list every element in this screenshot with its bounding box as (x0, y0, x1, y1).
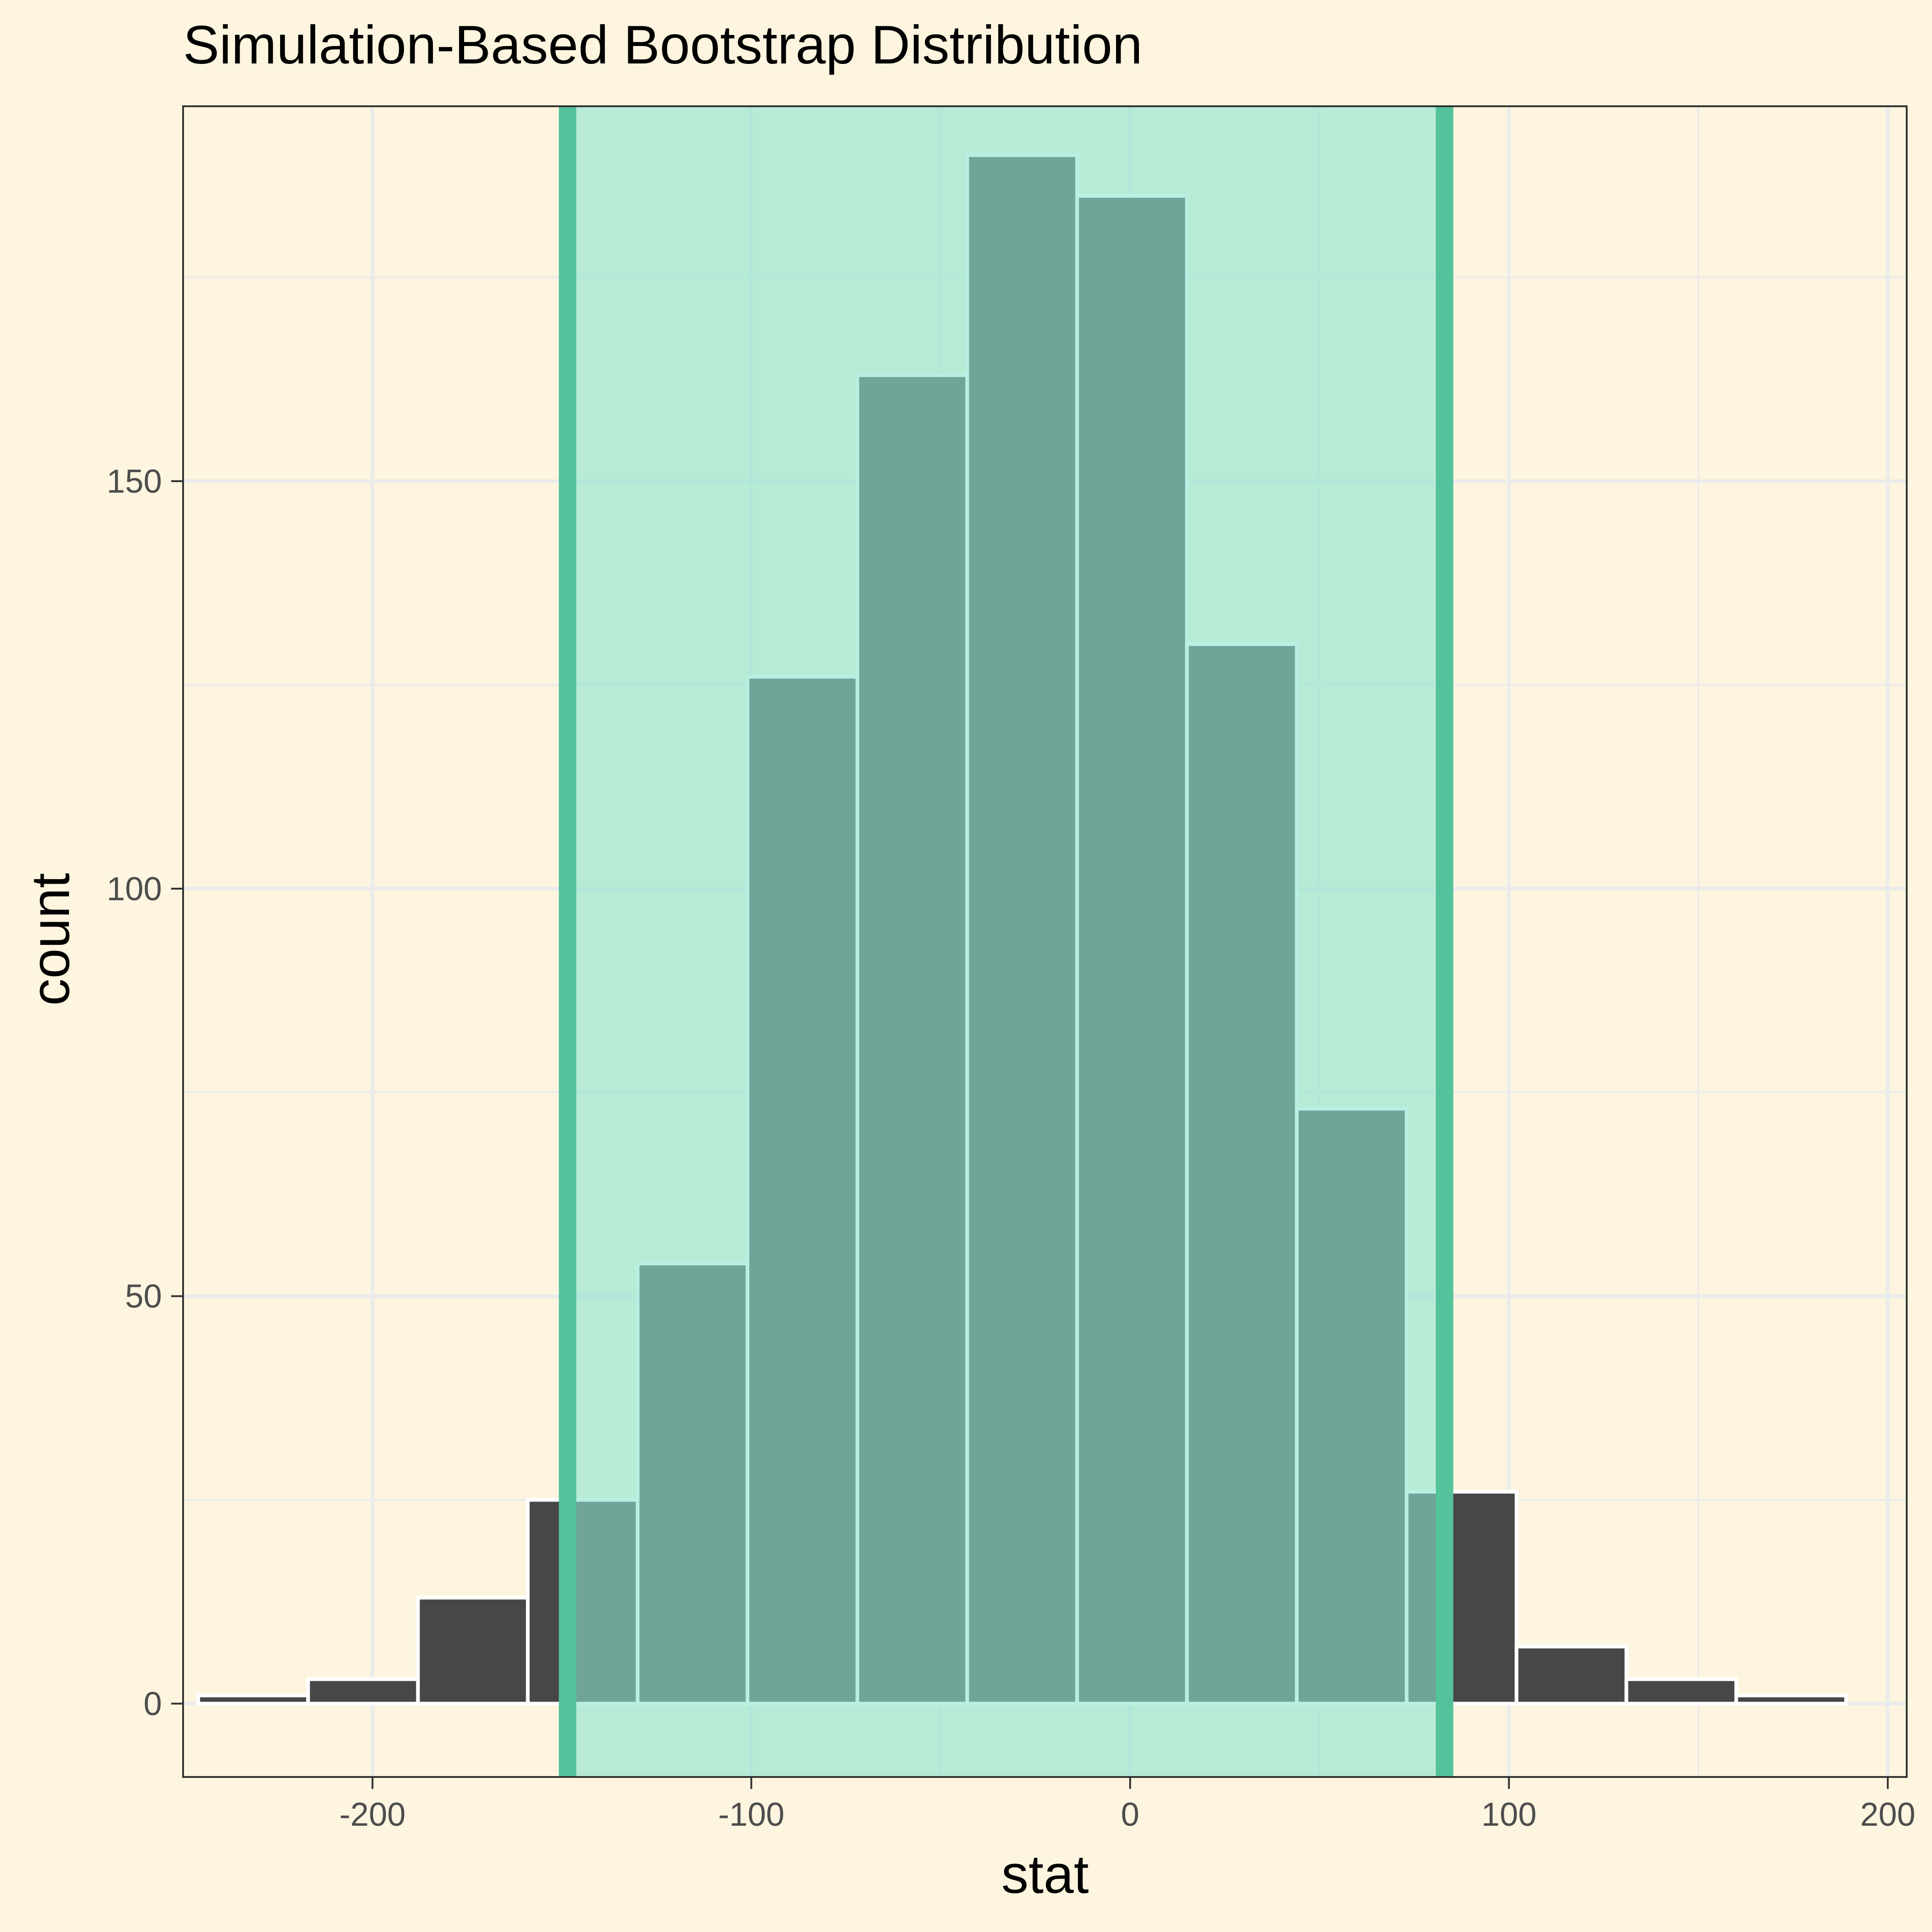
plot-panel (182, 105, 1908, 1778)
histogram-bar-2 (306, 1677, 420, 1706)
histogram-bar-1 (196, 1693, 310, 1706)
y-tick-label: 0 (144, 1686, 162, 1723)
histogram-bar-3 (416, 1596, 530, 1706)
x-tick-label: 100 (1481, 1796, 1536, 1833)
y-tick-label: 50 (125, 1278, 162, 1315)
x-tick-label: -200 (339, 1796, 406, 1833)
chart-title: Simulation-Based Bootstrap Distribution (183, 15, 1143, 75)
x-axis-title: stat (1001, 1844, 1089, 1905)
histogram-bar-14 (1624, 1677, 1738, 1706)
x-tick-label: 0 (1121, 1796, 1139, 1833)
histogram-bar-13 (1514, 1644, 1628, 1706)
y-tick-label: 100 (107, 871, 162, 908)
y-tick-label: 150 (107, 463, 162, 500)
y-axis-title: count (20, 873, 81, 1006)
x-tick-label: 200 (1860, 1796, 1915, 1833)
histogram-bar-15 (1734, 1693, 1848, 1706)
panel-border (182, 105, 1908, 1778)
x-tick-label: -100 (718, 1796, 784, 1833)
confidence-interval-shade (567, 106, 1445, 1777)
